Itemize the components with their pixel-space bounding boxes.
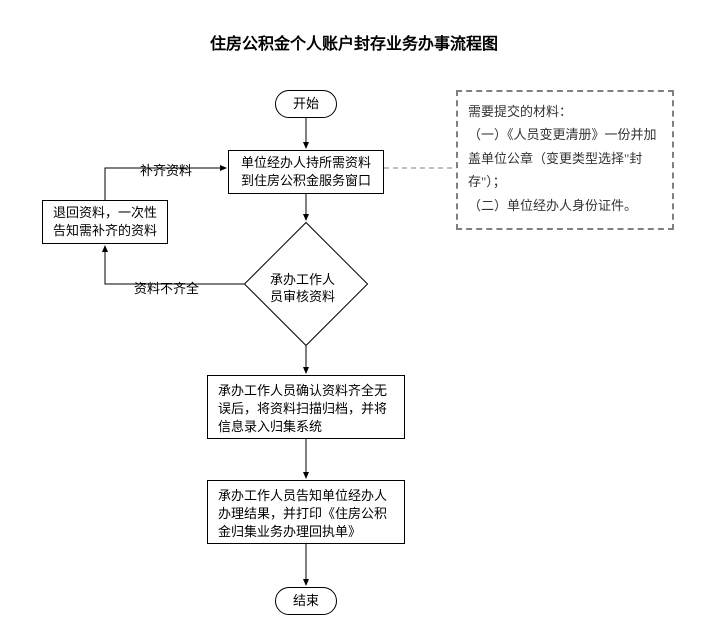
node-review: 承办工作人 员审核资料: [244, 222, 368, 346]
node-start: 开始: [275, 90, 337, 118]
edge-label-incomplete: 资料不齐全: [134, 278, 199, 297]
node-confirm: 承办工作人员确认资料齐全无误后，将资料扫描归档，并将信息录入归集系统: [207, 375, 405, 439]
node-submit-label: 单位经办人持所需资料 到住房公积金服务窗口: [241, 154, 371, 190]
node-confirm-label: 承办工作人员确认资料齐全无误后，将资料扫描归档，并将信息录入归集系统: [218, 382, 394, 437]
node-notify-label: 承办工作人员告知单位经办人办理结果，并打印《住房公积金归集业务办理回执单》: [218, 487, 394, 542]
materials-item-2: （二）单位经办人身份证件。: [468, 194, 662, 217]
node-return: 退回资料，一次性 告知需补齐的资料: [42, 200, 168, 244]
materials-header: 需要提交的材料：: [468, 100, 662, 123]
node-return-label: 退回资料，一次性 告知需补齐的资料: [53, 204, 157, 240]
materials-item-1: （一）《人员变更清册》一份并加盖单位公章（变更类型选择"封存"）；: [468, 123, 662, 193]
edge-label-supplement: 补齐资料: [140, 160, 192, 179]
node-end: 结束: [275, 587, 337, 615]
node-review-label: 承办工作人 员审核资料: [253, 272, 353, 306]
node-notify: 承办工作人员告知单位经办人办理结果，并打印《住房公积金归集业务办理回执单》: [207, 480, 405, 544]
materials-box: 需要提交的材料： （一）《人员变更清册》一份并加盖单位公章（变更类型选择"封存"…: [456, 90, 674, 230]
page-title: 住房公积金个人账户封存业务办事流程图: [0, 30, 708, 54]
node-submit: 单位经办人持所需资料 到住房公积金服务窗口: [228, 150, 384, 194]
node-end-label: 结束: [293, 592, 319, 610]
node-start-label: 开始: [293, 95, 319, 113]
